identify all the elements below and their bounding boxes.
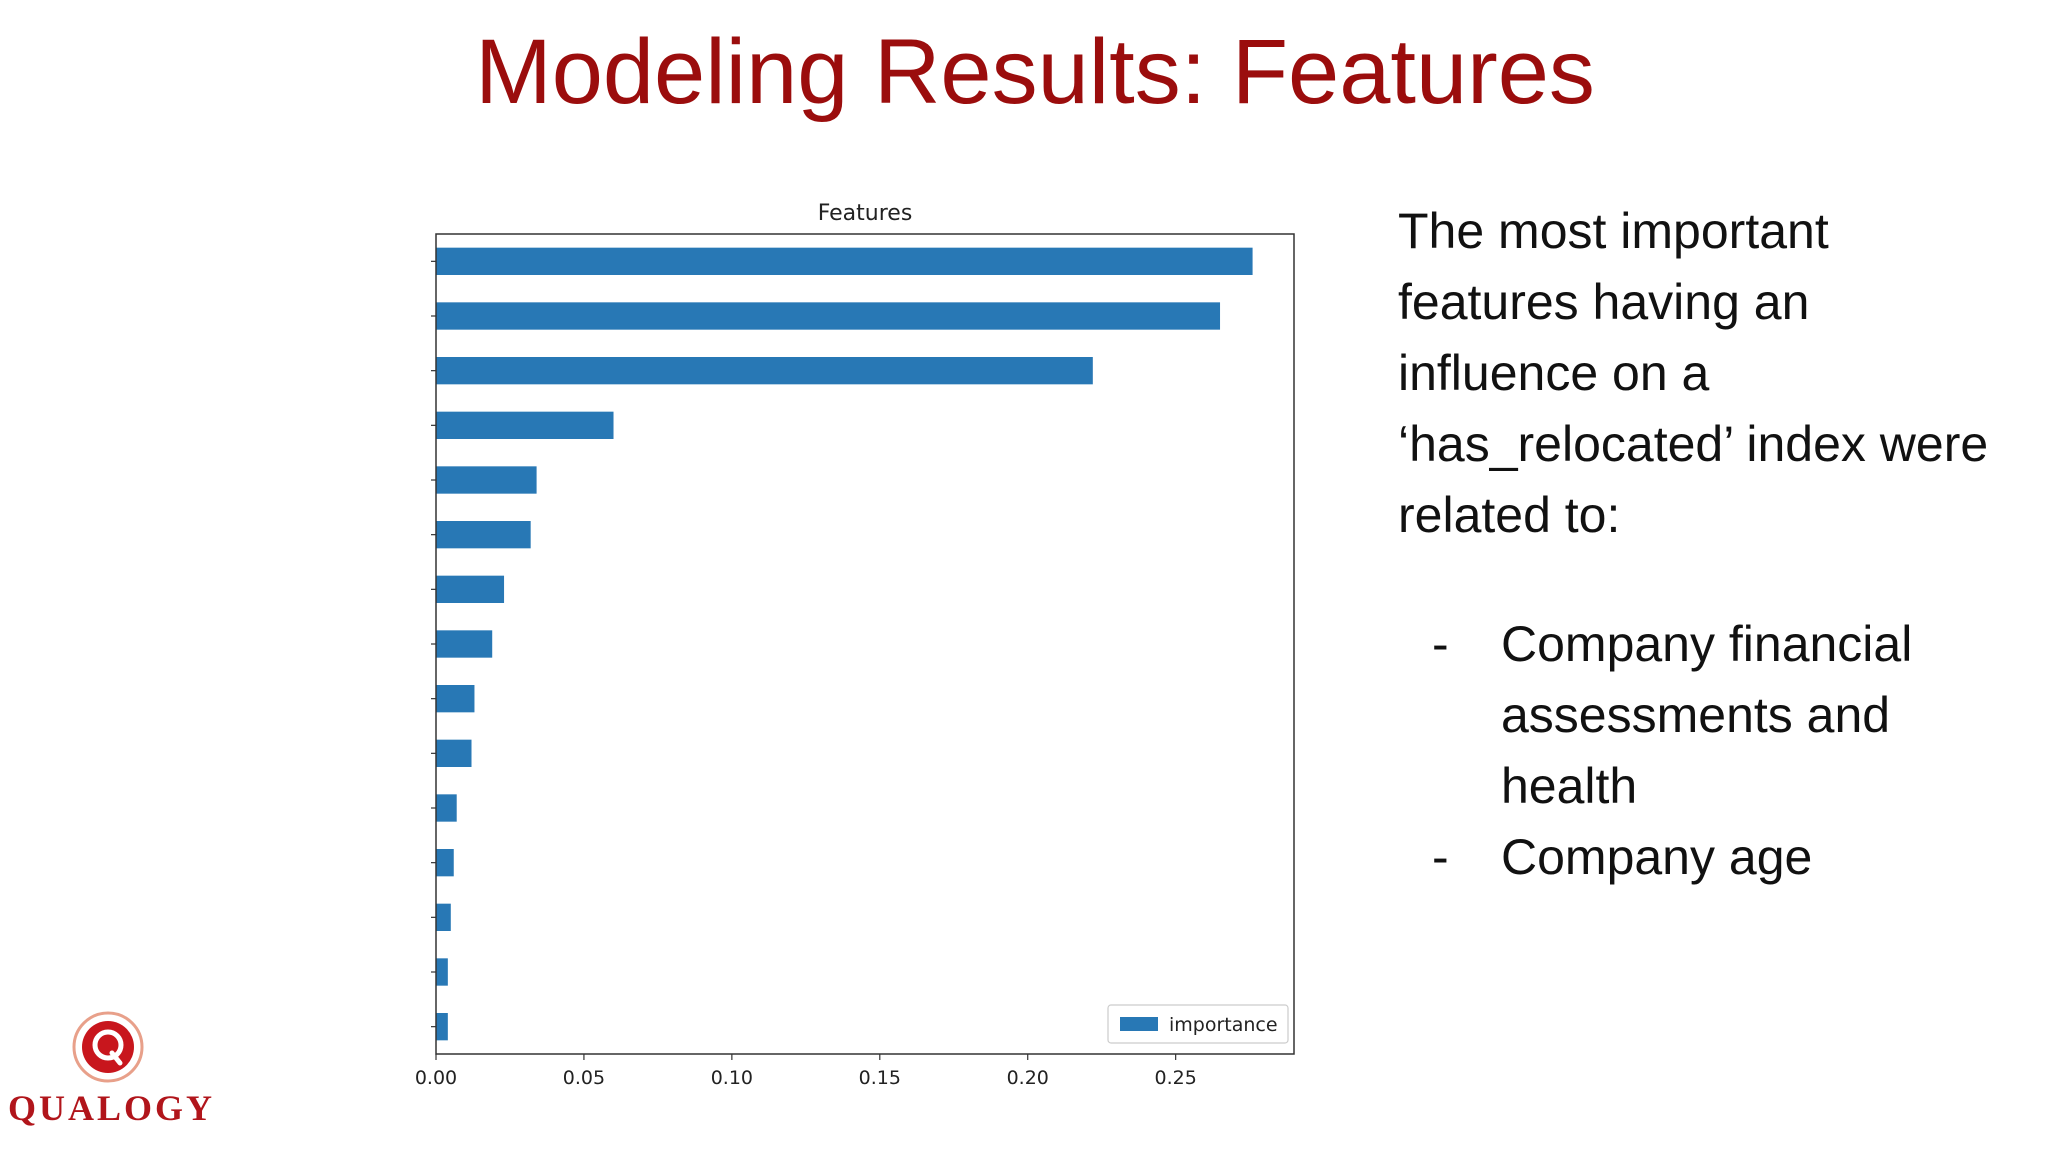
logo-wordmark: QUALOGY [8, 1088, 216, 1128]
plot-frame [435, 233, 1295, 1055]
bar [436, 302, 1221, 330]
x-ticks-group: 0.00 0.05 0.10 0.15 0.20 0.25 [415, 1054, 1197, 1089]
bar [436, 466, 537, 494]
bar [436, 630, 493, 658]
chart-legend: importance [1107, 1004, 1289, 1044]
bar [436, 958, 448, 986]
legend-box [1107, 1004, 1289, 1044]
qualogy-q-logo-icon [72, 1011, 144, 1083]
bullet-list: - Company financial assessments and heal… [1398, 609, 2018, 893]
bar [436, 357, 1093, 385]
intro-paragraph: The most important features having an in… [1398, 203, 1989, 543]
x-tick-label: 0.00 [415, 1067, 457, 1089]
bar [436, 575, 505, 603]
bar [436, 521, 531, 549]
company-logo: QUALOGY [8, 1005, 212, 1128]
x-tick-label: 0.20 [1007, 1067, 1049, 1089]
side-text-panel: The most important features having an in… [1398, 196, 2018, 893]
bullet-item: - Company age [1398, 822, 2018, 893]
bar [436, 247, 1253, 275]
x-tick-label: 0.10 [711, 1067, 753, 1089]
x-tick-label: 0.05 [563, 1067, 605, 1089]
y-ticks-group [431, 260, 436, 1028]
bar [436, 685, 475, 713]
bar [436, 411, 614, 439]
bar [436, 903, 451, 931]
bullet-marker: - [1432, 829, 1449, 885]
bar [436, 849, 454, 877]
bullet-text: Company age [1501, 829, 1813, 885]
legend-swatch [1120, 1017, 1158, 1031]
bullet-item: - Company financial assessments and heal… [1398, 609, 2018, 822]
bar [436, 794, 457, 822]
bar [436, 739, 472, 767]
bars-group [436, 247, 1253, 1041]
feature-importance-chart: Features 0.00 0.05 0.10 0.15 0.20 0.25 import… [415, 201, 1295, 1089]
x-tick-label: 0.15 [859, 1067, 901, 1089]
chart-title: Features [818, 201, 913, 226]
legend-entry-label: importance [1169, 1014, 1278, 1036]
bar [436, 1013, 448, 1041]
slide-title: Modeling Results: Features [475, 21, 1595, 123]
x-tick-label: 0.25 [1154, 1067, 1196, 1089]
bullet-marker: - [1432, 616, 1449, 672]
bullet-text: Company financial assessments and health [1501, 616, 1913, 814]
